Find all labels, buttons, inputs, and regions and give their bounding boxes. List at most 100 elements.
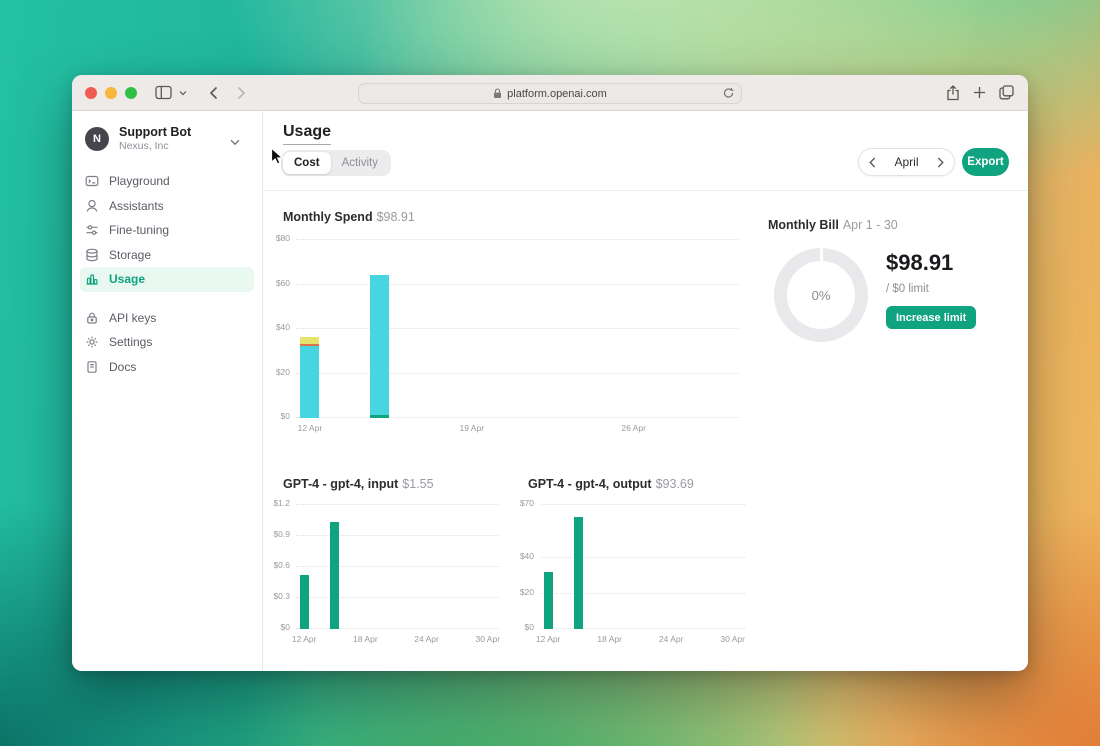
sidebar-nav-secondary: API keys Settings Docs xyxy=(72,306,262,380)
org-switcher[interactable]: N Support Bot Nexus, Inc xyxy=(72,111,262,152)
bill-amount: $98.91 xyxy=(886,250,954,275)
sidebar-item-settings[interactable]: Settings xyxy=(80,330,254,355)
sidebar-item-label: API keys xyxy=(109,310,157,325)
sidebar-item-label: Settings xyxy=(109,335,153,350)
sidebar-item-label: Fine-tuning xyxy=(109,223,170,238)
gridline xyxy=(296,239,740,240)
org-company: Nexus, Inc xyxy=(119,140,169,152)
x-axis-tick-label: 30 Apr xyxy=(720,634,745,644)
month-picker: April xyxy=(858,148,955,176)
tab-cost[interactable]: Cost xyxy=(283,152,331,174)
x-axis-tick-label: 24 Apr xyxy=(658,634,684,644)
playground-icon xyxy=(85,174,99,188)
x-axis-tick-label: 24 Apr xyxy=(414,634,439,644)
sidebar: N Support Bot Nexus, Inc Playground Assis… xyxy=(72,111,263,670)
y-axis-tick-label: $0.3 xyxy=(273,591,290,601)
x-axis-tick-label: 26 Apr xyxy=(621,423,646,433)
back-button[interactable] xyxy=(209,86,218,100)
settings-icon xyxy=(85,335,99,349)
bar-segment xyxy=(300,343,320,346)
gridline xyxy=(296,417,740,418)
gridline xyxy=(296,283,740,285)
bill-limit: / $0 limit xyxy=(886,283,929,295)
window-controls xyxy=(85,86,137,99)
y-axis-tick-label: $0 xyxy=(524,622,534,632)
sidebar-item-label: Usage xyxy=(109,272,146,287)
x-axis-tick-label: 18 Apr xyxy=(597,634,622,644)
sidebar-item-label: Storage xyxy=(109,247,152,262)
gridline xyxy=(296,328,740,329)
usage-page: Usage Cost Activity April Export xyxy=(263,111,1028,670)
page-title: Usage xyxy=(283,123,332,145)
y-axis-tick-label: $20 xyxy=(275,366,290,377)
gridline xyxy=(540,557,745,559)
increase-limit-button[interactable]: Increase limit xyxy=(886,306,977,329)
y-axis-tick-label: $40 xyxy=(275,322,290,332)
sidebar-item-storage[interactable]: Storage xyxy=(80,243,254,268)
x-axis-tick-label: 12 Apr xyxy=(291,634,317,644)
y-axis-tick-label: $0 xyxy=(280,622,290,632)
previous-month-button[interactable] xyxy=(869,157,876,168)
sidebar-item-assistants[interactable]: Assistants xyxy=(80,194,254,219)
bar-segment xyxy=(574,517,584,629)
close-button[interactable] xyxy=(85,86,97,99)
new-tab-icon[interactable] xyxy=(973,86,986,99)
tab-activity[interactable]: Activity xyxy=(341,157,378,169)
bar xyxy=(369,274,389,418)
usage-donut: 0% xyxy=(774,248,868,342)
y-axis-tick-label: $70 xyxy=(519,498,534,508)
bar-segment xyxy=(543,572,553,629)
toolbar-actions xyxy=(946,84,1014,101)
minimize-button[interactable] xyxy=(105,86,117,99)
sidebar-item-usage[interactable]: Usage xyxy=(80,267,254,292)
x-axis-tick-label: 19 Apr xyxy=(459,423,485,433)
forward-button[interactable] xyxy=(237,86,246,100)
chevron-down-icon[interactable] xyxy=(179,90,187,96)
gridline xyxy=(296,628,500,629)
gpt4-input-title: GPT-4 - gpt-4, input $1.55 xyxy=(283,477,434,491)
gridline xyxy=(540,592,745,594)
gpt4-input-chart: $0 $0.3 $0.6 $0.9 $1.2 12 Apr 18 Apr 24 Apr 30 A… xyxy=(273,499,500,645)
monthly-bill-title: Monthly Bill Apr 1 - 30 xyxy=(768,218,898,232)
assistants-icon xyxy=(85,199,99,213)
gridline xyxy=(296,597,500,598)
cost-activity-tabs: Cost Activity xyxy=(281,150,391,176)
browser-toolbar: platform.openai.com xyxy=(72,75,1028,111)
zoom-button[interactable] xyxy=(125,86,137,99)
x-axis-tick-label: 12 Apr xyxy=(297,423,323,433)
gridline xyxy=(296,535,500,536)
bar xyxy=(543,572,553,629)
reload-icon[interactable] xyxy=(723,87,734,99)
monthly-spend-chart: $0 $20 $40 $60 $80 12 Apr 19 Apr 26 Apr xyxy=(276,234,740,433)
api-keys-icon xyxy=(85,311,99,325)
x-axis-tick-label: 30 Apr xyxy=(475,634,501,644)
docs-icon xyxy=(85,360,99,374)
x-axis-tick-label: 18 Apr xyxy=(353,634,378,644)
gridline xyxy=(296,566,500,567)
y-axis-tick-label: $0.9 xyxy=(273,529,290,539)
gridline xyxy=(296,504,500,505)
bar-segment xyxy=(369,274,389,416)
bar-segment xyxy=(299,575,309,629)
org-avatar: N xyxy=(85,126,109,151)
gridline xyxy=(540,628,745,629)
sidebar-item-fine-tuning[interactable]: Fine-tuning xyxy=(80,218,254,243)
address-bar[interactable]: platform.openai.com xyxy=(358,83,742,104)
y-axis-tick-label: $60 xyxy=(275,277,290,288)
bar xyxy=(300,337,320,418)
share-icon[interactable] xyxy=(946,84,960,101)
sidebar-item-api-keys[interactable]: API keys xyxy=(80,306,254,331)
y-axis-tick-label: $1.2 xyxy=(273,498,290,508)
sidebar-item-docs[interactable]: Docs xyxy=(80,355,254,380)
next-month-button[interactable] xyxy=(937,157,944,168)
url-text: platform.openai.com xyxy=(507,87,607,100)
export-button[interactable]: Export xyxy=(962,148,1009,176)
y-axis-tick-label: $20 xyxy=(519,586,534,597)
y-axis-tick-label: $0.6 xyxy=(273,560,290,570)
usage-percent: 0% xyxy=(811,287,831,303)
sidebar-toggle-icon[interactable] xyxy=(155,85,172,100)
sidebar-item-playground[interactable]: Playground xyxy=(80,169,254,194)
bar-segment xyxy=(369,415,389,418)
y-axis-tick-label: $0 xyxy=(280,411,290,421)
tab-overview-icon[interactable] xyxy=(999,85,1014,100)
